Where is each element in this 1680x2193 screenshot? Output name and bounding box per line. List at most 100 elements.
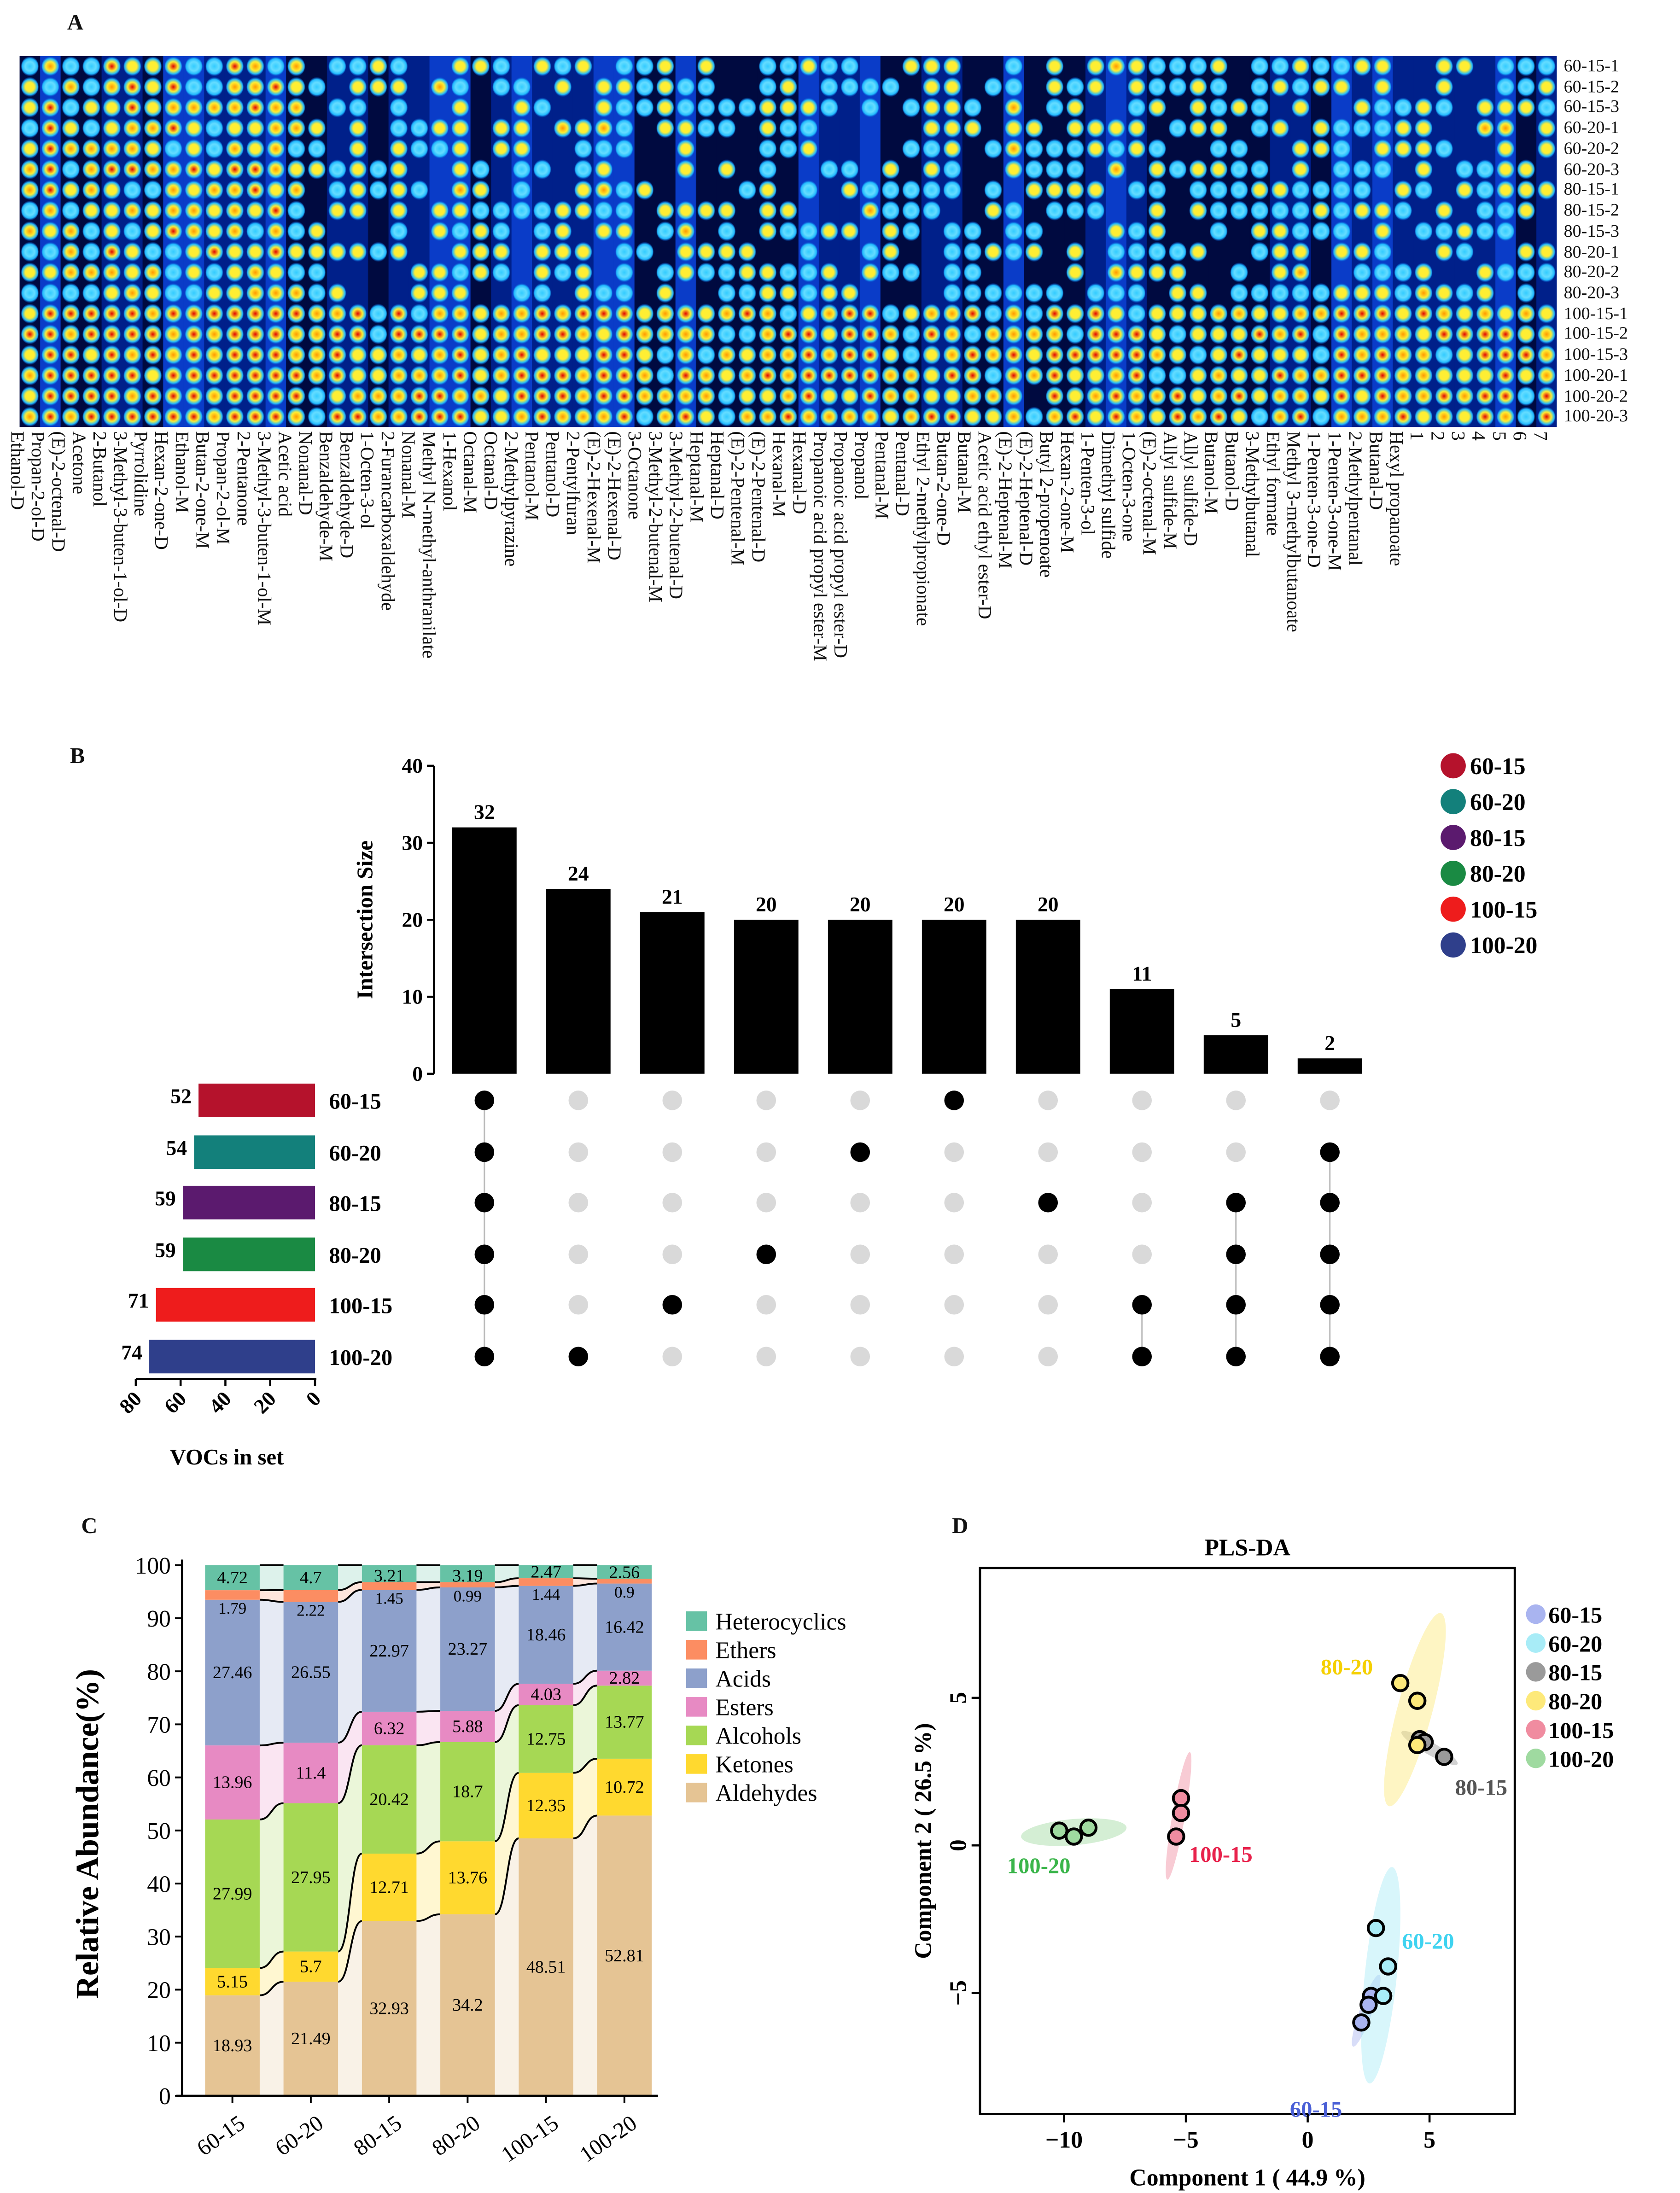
heatmap-column-label: (E)-2-octenal-D <box>48 431 70 552</box>
heatmap-column-label: Acetone <box>69 431 90 495</box>
stacked-bar-chart: 18.93 21.49 32.93 34.2 48.51 52.81 5.15 5.7 12.7… <box>70 1553 846 2167</box>
heatmap-column-label: (E)-2-Heptenal-D <box>1015 431 1037 566</box>
stacked-segment <box>205 1599 260 1746</box>
stacked-segment <box>283 1565 338 1590</box>
segment-value-label: 18.46 <box>526 1625 566 1645</box>
heatmap-row-label: 100-15-2 <box>1563 324 1628 344</box>
set-size-tick-label: 20 <box>249 1387 280 1418</box>
flow-ribbon <box>495 1838 519 2096</box>
heatmap-column-label: Allyl sulfide-D <box>1180 431 1202 546</box>
matrix-dot-active <box>474 1193 495 1213</box>
heatmap-column-label: Benzaldehyde-M <box>315 431 337 561</box>
heatmap-row-label: 60-15-3 <box>1563 97 1619 117</box>
heatmap-column-label: 2-Methylpentanal <box>1345 431 1366 566</box>
y-axis-title: Relative Abundance(%) <box>70 1669 105 1999</box>
stacked-segment <box>597 1579 652 1584</box>
heatmap-column-label: 1-Penten-3-one-D <box>1304 431 1325 568</box>
legend-swatch <box>1441 789 1466 815</box>
group-label: 80-15 <box>1455 1775 1507 1800</box>
data-point <box>1079 1819 1098 1837</box>
chart-title: PLS-DA <box>1204 1534 1290 1561</box>
legend-swatch <box>1441 932 1466 958</box>
matrix-dot-active <box>474 1244 495 1265</box>
legend-swatch <box>1526 1691 1546 1711</box>
stacked-segment <box>597 1670 652 1686</box>
heatmap-row-label: 100-15-3 <box>1563 344 1628 364</box>
legend-label: 80-15 <box>1548 1660 1602 1686</box>
heatmap-column-label: Nonanal-M <box>398 431 420 519</box>
flow-ribbon <box>495 1578 519 1587</box>
flow-boundary-line <box>259 1802 284 1820</box>
matrix-dot-inactive <box>850 1091 870 1110</box>
intersection-bar-label: 20 <box>756 892 777 916</box>
heatmap-column-label: Octanal-D <box>480 431 502 510</box>
flow-boundary-line <box>338 1581 362 1591</box>
flow-ribbon <box>338 1745 362 1952</box>
segment-value-label: 2.56 <box>609 1563 640 1582</box>
heatmap-row-label: 80-15-2 <box>1563 200 1619 220</box>
set-size-bar <box>156 1288 315 1322</box>
y-tick-label: 90 <box>147 1606 171 1632</box>
stacked-segment <box>519 1586 573 1684</box>
flow-ribbon <box>259 1565 284 1591</box>
matrix-dot-inactive <box>756 1347 776 1367</box>
legend-swatch <box>686 1726 707 1745</box>
stacked-segment <box>519 1565 573 1579</box>
heatmap-column-label: (E)-2-Hexenal-D <box>604 431 625 560</box>
flow-boundary-line <box>338 1710 362 1744</box>
group-label: 100-15 <box>1189 1842 1253 1867</box>
legend-swatch <box>1441 896 1466 922</box>
stacked-segment <box>283 1602 338 1743</box>
segment-value-label: 5.15 <box>217 1972 248 1991</box>
stacked-segment <box>205 1590 260 1600</box>
intersection-bar <box>828 920 892 1074</box>
segment-value-label: 2.47 <box>531 1563 561 1582</box>
intersection-bar <box>640 912 705 1074</box>
flow-boundary-line <box>416 1741 441 1746</box>
segment-value-label: 27.99 <box>213 1884 252 1903</box>
stacked-segment <box>519 1578 573 1586</box>
flow-ribbon <box>259 1599 284 1746</box>
heatmap-column-label: Hexanal-M <box>768 431 790 518</box>
stacked-segment <box>362 1854 417 1921</box>
stacked-segment <box>362 1921 417 2096</box>
x-tick-label: 5 <box>1423 2127 1435 2153</box>
stacked-segment <box>519 1705 573 1773</box>
segment-value-label: 1.44 <box>532 1586 560 1604</box>
matrix-dot-inactive <box>1132 1193 1152 1213</box>
intersection-bar-label: 5 <box>1231 1008 1241 1032</box>
matrix-dot-active <box>474 1142 495 1162</box>
stacked-segment <box>362 1745 417 1854</box>
flow-boundary-line <box>495 1704 519 1743</box>
legend-swatch <box>686 1697 707 1717</box>
flow-ribbon <box>338 1711 362 1803</box>
heatmap-row-label: 100-15-1 <box>1563 303 1628 323</box>
legend-swatch <box>1441 753 1466 779</box>
stacked-segment <box>440 1587 495 1711</box>
intersection-bar <box>734 920 799 1074</box>
set-size-label: 59 <box>155 1238 176 1262</box>
heatmap-column-label: 1-Octen-3-ol <box>357 431 378 529</box>
flow-boundary-line <box>573 1685 597 1706</box>
flow-ribbon <box>495 1773 519 1914</box>
matrix-dot-inactive <box>850 1193 870 1213</box>
flow-boundary-line <box>573 1577 597 1580</box>
panel-label-b: B <box>70 745 85 769</box>
matrix-dot-inactive <box>944 1142 964 1162</box>
stacked-segment <box>205 1565 260 1591</box>
y-tick-label: 40 <box>402 754 423 777</box>
matrix-dot-inactive <box>1132 1091 1152 1110</box>
flow-boundary-line <box>259 1981 284 1996</box>
segment-value-label: 2.82 <box>609 1668 640 1688</box>
x-tick-label: −10 <box>1045 2127 1083 2153</box>
intersection-bar-label: 20 <box>850 892 871 916</box>
heatmap-column-label: (E)-2-Pentenal-M <box>727 431 749 566</box>
data-point <box>1366 1919 1385 1937</box>
set-size-tick-label: 0 <box>301 1387 325 1411</box>
data-point <box>1408 1736 1427 1755</box>
y-tick-label: 20 <box>402 908 423 931</box>
plot-frame <box>979 1567 1516 2115</box>
data-point <box>1172 1789 1190 1808</box>
y-tick-label: 0 <box>945 1839 972 1851</box>
